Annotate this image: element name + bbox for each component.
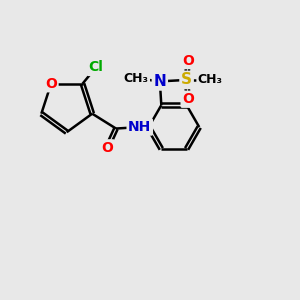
Text: O: O [182, 92, 194, 106]
Text: NH: NH [128, 120, 152, 134]
Text: O: O [45, 77, 57, 91]
Text: O: O [101, 141, 113, 155]
Text: Cl: Cl [88, 60, 103, 74]
Text: S: S [181, 72, 192, 87]
Text: N: N [154, 74, 166, 89]
Text: O: O [182, 54, 194, 68]
Text: CH₃: CH₃ [198, 74, 223, 86]
Text: CH₃: CH₃ [124, 72, 148, 85]
